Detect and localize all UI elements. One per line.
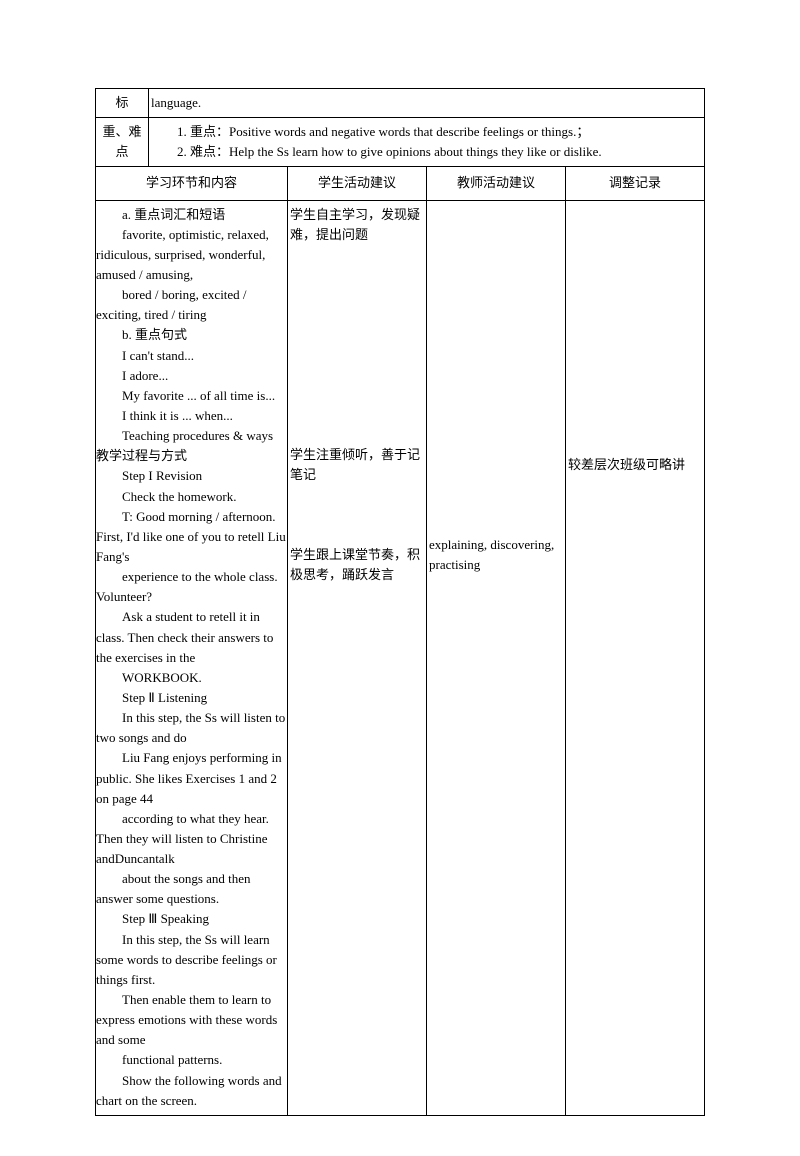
line-listen: In this step, the Ss will listen to two …	[96, 708, 287, 748]
spacer-t1	[429, 205, 563, 535]
student-s2: 学生注重倾听，善于记笔记	[290, 445, 424, 485]
header-student: 学生活动建议	[288, 167, 427, 200]
line-accord: according to what they hear. Then they w…	[96, 809, 287, 869]
line-vocab1: favorite, optimistic, relaxed, ridiculou…	[96, 225, 287, 285]
label-zhongnandian: 重、难点	[96, 118, 149, 167]
text-zhongdian: 1. 重点：Positive words and negative words …	[151, 122, 702, 142]
row-headers: 学习环节和内容 学生活动建议 教师活动建议 调整记录	[96, 167, 705, 200]
line-about: about the songs and then answer some que…	[96, 869, 287, 909]
row-biaozhun: 标 language.	[96, 89, 705, 118]
document-page: 标 language. 重、难点 1. 重点：Positive words an…	[0, 0, 800, 1156]
line-liufang: Liu Fang enjoys performing in public. Sh…	[96, 748, 287, 808]
cell-student: 学生自主学习，发现疑难，提出问题 学生注重倾听，善于记笔记 学生跟上课堂节奏，积…	[288, 200, 427, 1115]
label-biao: 标	[96, 89, 149, 118]
spacer-a1	[568, 205, 702, 455]
line-s4: I think it is ... when...	[96, 406, 287, 426]
line-teaching: Teaching procedures & ways 教学过程与方式	[96, 426, 287, 466]
cell-language: language.	[149, 89, 705, 118]
spacer-s1	[290, 245, 424, 445]
teacher-t1: explaining, discovering, practising	[429, 535, 563, 575]
spacer-s2	[290, 485, 424, 545]
cell-zhongnan-content: 1. 重点：Positive words and negative words …	[149, 118, 705, 167]
line-step3: Step Ⅲ Speaking	[96, 909, 287, 929]
header-adjust: 调整记录	[566, 167, 705, 200]
text-nandian: 2. 难点：Help the Ss learn how to give opin…	[151, 142, 702, 162]
line-speak2: Then enable them to learn to express emo…	[96, 990, 287, 1050]
line-a: a. 重点词汇和短语	[96, 205, 287, 225]
line-speak1: In this step, the Ss will learn some wor…	[96, 930, 287, 990]
line-s3: My favorite ... of all time is...	[96, 386, 287, 406]
adjust-a1: 较差层次班级可略讲	[568, 455, 702, 475]
line-ask: Ask a student to retell it in class. The…	[96, 607, 287, 667]
line-func: functional patterns.	[96, 1050, 287, 1070]
line-step1: Step I Revision	[96, 466, 287, 486]
line-b: b. 重点句式	[96, 325, 287, 345]
student-s3: 学生跟上课堂节奏，积极思考，踊跃发言	[290, 545, 424, 585]
line-check: Check the homework.	[96, 487, 287, 507]
line-vocab2: bored / boring, excited / exciting, tire…	[96, 285, 287, 325]
line-s1: I can't stand...	[96, 346, 287, 366]
line-exp: experience to the whole class. Volunteer…	[96, 567, 287, 607]
header-teacher: 教师活动建议	[427, 167, 566, 200]
line-show: Show the following words and chart on th…	[96, 1071, 287, 1111]
row-main-content: a. 重点词汇和短语 favorite, optimistic, relaxed…	[96, 200, 705, 1115]
line-t1: T: Good morning / afternoon. First, I'd …	[96, 507, 287, 567]
line-step2: Step Ⅱ Listening	[96, 688, 287, 708]
student-s1: 学生自主学习，发现疑难，提出问题	[290, 205, 424, 245]
header-content: 学习环节和内容	[96, 167, 288, 200]
cell-adjust: 较差层次班级可略讲	[566, 200, 705, 1115]
cell-main-content: a. 重点词汇和短语 favorite, optimistic, relaxed…	[96, 200, 288, 1115]
cell-teacher: explaining, discovering, practising	[427, 200, 566, 1115]
lesson-plan-table: 标 language. 重、难点 1. 重点：Positive words an…	[95, 88, 705, 1116]
line-s2: I adore...	[96, 366, 287, 386]
line-wb: WORKBOOK.	[96, 668, 287, 688]
row-zhongnan: 重、难点 1. 重点：Positive words and negative w…	[96, 118, 705, 167]
